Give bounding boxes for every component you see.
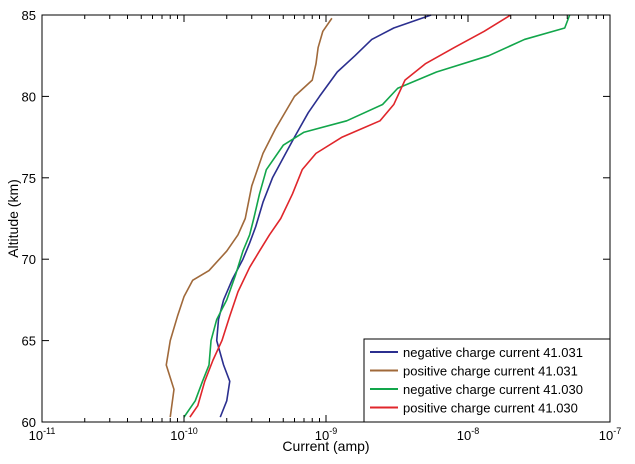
x-tick-label-base: 10 — [599, 428, 613, 443]
x-tick-label: 10-9 — [315, 426, 337, 443]
y-axis-label: Altitude (km) — [5, 179, 21, 258]
y-tick-label: 70 — [22, 252, 36, 267]
x-tick-label: 10-7 — [599, 426, 621, 443]
x-tick-label-exponent: -10 — [185, 426, 198, 436]
plot-lines-layer — [165, 14, 571, 418]
legend-box — [363, 338, 611, 423]
x-tick-label: 10-8 — [457, 426, 479, 443]
legend: negative charge current 41.031 positive c… — [363, 338, 611, 423]
series-line-4 — [189, 14, 512, 418]
x-tick-label: 10-11 — [29, 426, 56, 443]
x-tick-label-exponent: -11 — [43, 426, 55, 436]
series-line-3 — [183, 14, 571, 418]
y-tick-label: 85 — [22, 8, 36, 23]
y-tick-label: 65 — [22, 334, 36, 349]
legend-label-2: positive charge current 41.031 — [403, 364, 578, 379]
legend-label-3: negative charge current 41.030 — [403, 382, 583, 397]
x-tick-label-exponent: -7 — [613, 426, 621, 436]
y-tick-label: 60 — [22, 415, 36, 430]
x-axis-label: Current (amp) — [282, 438, 369, 454]
x-tick-label-base: 10 — [315, 428, 329, 443]
x-tick-label-base: 10 — [170, 428, 184, 443]
x-tick-label-base: 10 — [29, 428, 43, 443]
legend-label-1: negative charge current 41.031 — [403, 345, 583, 360]
y-tick-label: 75 — [22, 171, 36, 186]
series-line-2 — [165, 17, 333, 418]
legend-label-4: positive charge current 41.030 — [403, 401, 578, 416]
x-tick-label-exponent: -8 — [471, 426, 479, 436]
x-tick-label: 10-10 — [170, 426, 197, 443]
x-tick-label-base: 10 — [457, 428, 471, 443]
y-tick-label: 80 — [22, 89, 36, 104]
x-tick-label-exponent: -9 — [329, 426, 337, 436]
series-line-1 — [215, 14, 432, 418]
